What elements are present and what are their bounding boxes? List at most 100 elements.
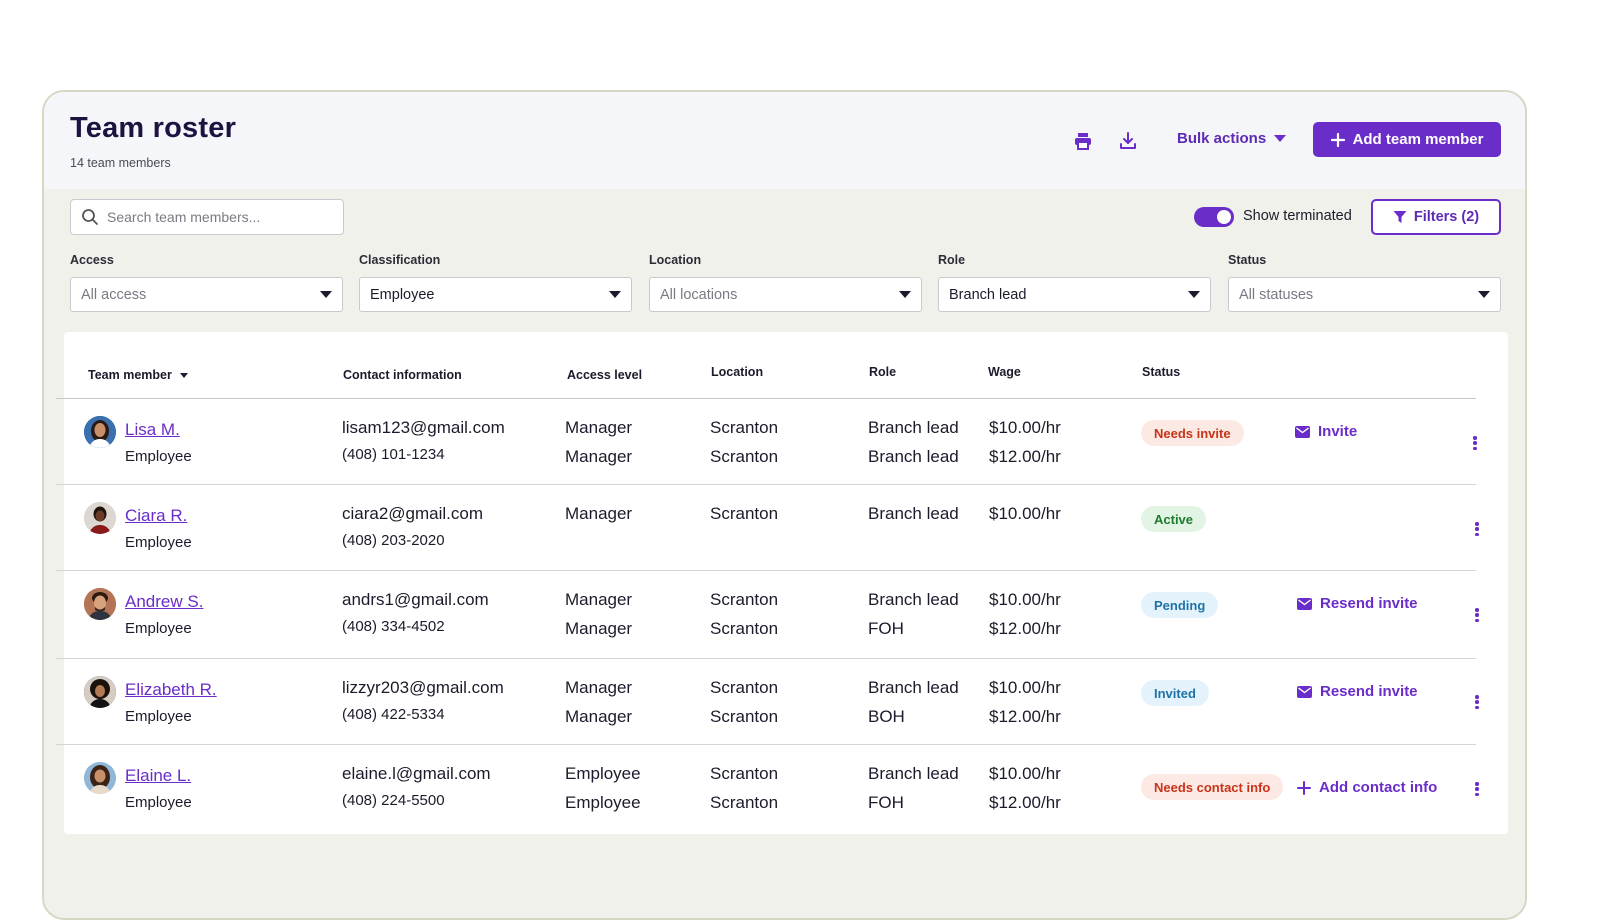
role-select[interactable]: Branch lead: [938, 277, 1211, 312]
more-options-icon[interactable]: [1470, 433, 1480, 453]
download-icon[interactable]: [1115, 128, 1141, 154]
roster-table: Team member Contact information Access l…: [64, 332, 1508, 834]
member-name-link[interactable]: Ciara R.: [125, 506, 188, 525]
status-select[interactable]: All statuses: [1228, 277, 1501, 312]
add-team-member-button[interactable]: Add team member: [1313, 122, 1501, 157]
access-level: Manager: [565, 418, 633, 437]
row-divider: [56, 570, 1476, 571]
location-value: Scranton: [710, 793, 779, 812]
member-classification: Employee: [125, 708, 192, 725]
column-header-contact: Contact information: [343, 368, 462, 382]
add-contact-info-button[interactable]: Add contact info: [1297, 779, 1437, 796]
access-select[interactable]: All access: [70, 277, 343, 312]
select-value: Branch lead: [949, 286, 1027, 303]
contact-phone: (408) 334-4502: [342, 618, 445, 635]
status-badge: Needs invite: [1141, 420, 1244, 446]
show-terminated-toggle[interactable]: [1194, 207, 1234, 227]
avatar: [84, 502, 116, 534]
wage-value: $10.00/hr: [989, 764, 1061, 783]
bulk-actions-label: Bulk actions: [1177, 130, 1267, 147]
invite-button[interactable]: Invite: [1295, 423, 1357, 440]
role-value: Branch lead: [868, 764, 959, 783]
column-header-location: Location: [711, 365, 764, 379]
more-options-icon[interactable]: [1472, 519, 1482, 539]
chevron-down-icon: [1274, 135, 1287, 142]
role-value: Branch lead: [868, 590, 959, 609]
contact-email: lisam123@gmail.com: [342, 418, 505, 437]
member-classification: Employee: [125, 620, 192, 637]
more-options-icon[interactable]: [1472, 605, 1482, 625]
member-classification: Employee: [125, 794, 192, 811]
access-level: Manager: [565, 619, 633, 638]
column-header-status: Status: [1142, 365, 1181, 379]
bulk-actions-dropdown[interactable]: Bulk actions: [1177, 130, 1287, 147]
avatar: [84, 762, 116, 794]
printer-icon[interactable]: [1070, 128, 1096, 154]
more-options-icon[interactable]: [1472, 692, 1482, 712]
classification-select[interactable]: Employee: [359, 277, 632, 312]
member-classification: Employee: [125, 448, 192, 465]
wage-value: $12.00/hr: [989, 447, 1061, 466]
location-value: Scranton: [710, 447, 779, 466]
action-label: Resend invite: [1320, 683, 1418, 700]
toggle-knob: [1217, 210, 1231, 224]
filter-icon: [1393, 211, 1407, 223]
resend-invite-button[interactable]: Resend invite: [1297, 595, 1418, 612]
filters-label: Filters (2): [1413, 209, 1480, 225]
role-value: Branch lead: [868, 678, 959, 697]
contact-phone: (408) 203-2020: [342, 532, 445, 549]
filter-status: Status All statuses: [1228, 253, 1501, 312]
location-value: Scranton: [710, 418, 779, 437]
wage-value: $10.00/hr: [989, 590, 1061, 609]
access-level: Employee: [565, 764, 641, 783]
access-level: Manager: [565, 447, 633, 466]
member-name-link[interactable]: Elizabeth R.: [125, 680, 217, 699]
contact-email: andrs1@gmail.com: [342, 590, 489, 609]
member-name-link[interactable]: Lisa M.: [125, 420, 180, 439]
mail-icon: [1297, 685, 1312, 698]
filter-access: Access All access: [70, 253, 343, 312]
action-label: Resend invite: [1320, 595, 1418, 612]
role-value: FOH: [868, 619, 904, 638]
access-level: Manager: [565, 707, 633, 726]
avatar: [84, 588, 116, 620]
column-header-team-member[interactable]: Team member: [88, 368, 188, 382]
show-terminated-label: Show terminated: [1243, 208, 1352, 224]
header-divider: [56, 398, 1476, 399]
row-divider: [56, 658, 1476, 659]
page-header: Team roster 14 team members Bulk actions…: [44, 92, 1525, 189]
filter-label: Location: [649, 253, 702, 267]
mail-icon: [1297, 597, 1312, 610]
mail-icon: [1295, 425, 1310, 438]
search-box[interactable]: [70, 199, 344, 235]
wage-value: $12.00/hr: [989, 619, 1061, 638]
column-header-role: Role: [869, 365, 897, 379]
member-name-link[interactable]: Andrew S.: [125, 592, 204, 611]
location-value: Scranton: [710, 764, 779, 783]
contact-email: ciara2@gmail.com: [342, 504, 484, 523]
action-label: Invite: [1318, 423, 1358, 440]
page-title: Team roster: [70, 112, 237, 144]
status-badge: Active: [1141, 506, 1207, 532]
role-value: Branch lead: [868, 447, 959, 466]
more-options-icon[interactable]: [1472, 779, 1482, 799]
member-name-link[interactable]: Elaine L.: [125, 766, 192, 785]
avatar: [84, 416, 116, 448]
location-value: Scranton: [710, 590, 779, 609]
location-select[interactable]: All locations: [649, 277, 922, 312]
row-divider: [56, 744, 1476, 745]
roster-panel: Team roster 14 team members Bulk actions…: [42, 90, 1527, 920]
access-level: Manager: [565, 504, 633, 523]
access-level: Manager: [565, 590, 633, 609]
add-team-member-label: Add team member: [1352, 131, 1484, 148]
location-value: Scranton: [710, 619, 779, 638]
search-input[interactable]: [107, 209, 327, 225]
contact-email: elaine.l@gmail.com: [342, 764, 491, 783]
role-value: Branch lead: [868, 418, 959, 437]
filter-role: Role Branch lead: [938, 253, 1211, 312]
search-icon: [82, 209, 98, 225]
column-header-label: Team member: [88, 368, 172, 382]
chevron-down-icon: [609, 291, 621, 298]
filters-button[interactable]: Filters (2): [1371, 199, 1501, 235]
resend-invite-button[interactable]: Resend invite: [1297, 683, 1418, 700]
